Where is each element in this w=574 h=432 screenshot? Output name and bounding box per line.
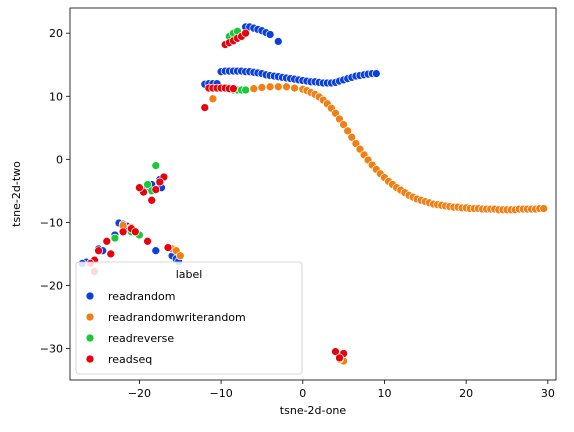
y-tick-label: −20 [40, 279, 63, 292]
y-axis-label: tsne-2d-two [10, 161, 23, 227]
legend-marker-readrandomwriterandom [85, 312, 95, 322]
data-point-readrandomwriterandom [282, 82, 291, 92]
data-point-readrandomwriterandom [347, 132, 357, 142]
x-tick-label: −20 [128, 387, 151, 400]
y-tick-label: −30 [40, 342, 63, 355]
legend-box [75, 261, 303, 375]
data-point-readrandomwriterandom [539, 204, 549, 213]
y-axis: −30 −20 −10 0 10 20 [40, 27, 70, 355]
data-point-readrandomwriterandom [249, 84, 259, 94]
y-tick-label: 20 [49, 27, 63, 40]
data-point-readseq [163, 243, 173, 252]
data-point-readseq [200, 103, 210, 112]
data-point-readseq [331, 347, 340, 356]
x-tick-label: 10 [377, 387, 391, 400]
y-tick-label: 10 [49, 90, 63, 103]
data-point-readrandom [265, 30, 275, 39]
legend-label-readrandom: readrandom [108, 290, 175, 303]
data-point-readrandom [273, 37, 283, 46]
data-point-readrandom [371, 69, 381, 78]
data-point-readseq [130, 227, 140, 237]
legend-label-readseq: readseq [108, 353, 152, 366]
plot-frame [69, 7, 557, 381]
data-point-readseq [151, 185, 161, 194]
data-point-readseq [118, 227, 128, 237]
points-layer [77, 22, 549, 366]
data-point-readreverse [143, 180, 152, 189]
data-point-readrandomwriterandom [290, 83, 299, 93]
data-point-readseq [106, 249, 116, 259]
data-point-readrandomwriterandom [339, 120, 348, 129]
x-tick-label: −10 [209, 387, 232, 400]
data-point-readseq [94, 246, 103, 256]
data-point-readrandomwriterandom [257, 83, 267, 92]
data-point-readrandomwriterandom [265, 82, 275, 92]
legend-label-readreverse: readreverse [108, 332, 174, 345]
x-tick-label: 20 [459, 387, 473, 400]
data-point-readseq [143, 236, 152, 246]
data-point-readrandom [151, 246, 161, 256]
y-tick-label: 0 [56, 153, 63, 166]
data-point-readrandomwriterandom [175, 251, 185, 261]
legend-items: readrandom readrandomwriterandom readrever… [85, 290, 246, 366]
data-point-readseq [147, 195, 157, 205]
y-tick-label: −10 [40, 216, 63, 229]
data-point-readseq [135, 183, 144, 193]
legend: label readrandomreadrandomwriterandomrea… [75, 261, 303, 375]
data-point-readreverse [151, 161, 161, 170]
legend-marker-readreverse [85, 333, 95, 343]
x-axis-label: tsne-2d-one [280, 404, 347, 417]
data-point-readreverse [241, 85, 250, 95]
data-point-readrandomwriterandom [208, 94, 218, 104]
legend-marker-readseq [85, 354, 95, 364]
x-tick-label: 30 [541, 387, 555, 400]
data-point-readseq [229, 84, 238, 94]
x-axis: −20 −10 0 10 20 30 [128, 380, 555, 400]
data-point-readrandomwriterandom [343, 126, 353, 136]
x-tick-label: 0 [299, 387, 306, 400]
data-point-readseq [102, 236, 112, 246]
legend-marker-readrandom [85, 291, 95, 301]
data-point-readseq [155, 177, 165, 187]
data-point-readseq [335, 353, 344, 363]
data-point-readreverse [110, 233, 120, 243]
legend-title: label [176, 268, 203, 281]
legend-label-readrandomwriterandom: readrandomwriterandom [108, 311, 246, 324]
data-point-readrandomwriterandom [273, 82, 283, 92]
data-point-readseq [241, 28, 250, 38]
